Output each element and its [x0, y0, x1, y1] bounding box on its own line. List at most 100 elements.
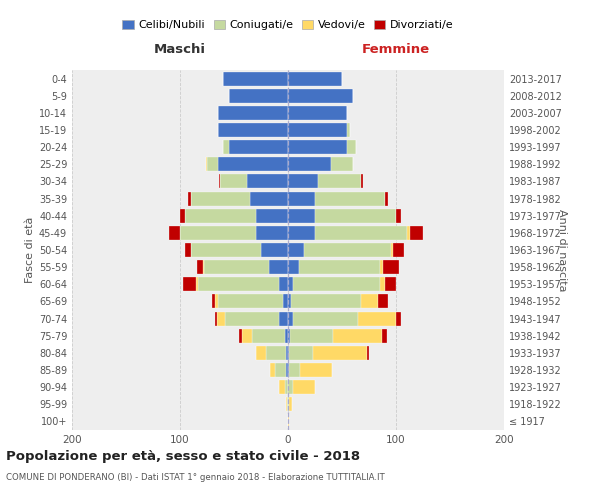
Bar — [288, 380, 293, 394]
Bar — [285, 328, 288, 342]
Bar — [288, 328, 290, 342]
Bar — [367, 346, 369, 360]
Bar — [261, 243, 288, 257]
Bar — [215, 312, 217, 326]
Text: Maschi: Maschi — [154, 44, 206, 57]
Bar — [217, 312, 226, 326]
Bar — [315, 226, 407, 240]
Bar — [288, 243, 304, 257]
Bar — [291, 294, 361, 308]
Bar — [218, 106, 288, 120]
Bar — [218, 123, 288, 137]
Bar — [191, 192, 250, 205]
Bar — [285, 380, 288, 394]
Bar — [290, 328, 334, 342]
Bar — [286, 346, 288, 360]
Bar — [169, 226, 180, 240]
Bar — [315, 192, 385, 205]
Bar — [199, 278, 280, 291]
Bar — [220, 174, 247, 188]
Bar — [380, 278, 385, 291]
Bar — [256, 346, 266, 360]
Bar — [288, 158, 331, 172]
Bar — [300, 363, 332, 377]
Bar — [315, 208, 396, 222]
Bar — [207, 158, 218, 172]
Bar — [185, 243, 191, 257]
Bar — [218, 158, 288, 172]
Text: Femmine: Femmine — [362, 44, 430, 57]
Bar — [288, 398, 289, 411]
Bar — [288, 192, 315, 205]
Y-axis label: Anni di nascita: Anni di nascita — [557, 209, 567, 291]
Bar — [196, 278, 199, 291]
Bar — [242, 328, 253, 342]
Bar — [250, 192, 288, 205]
Bar — [383, 260, 399, 274]
Bar — [204, 260, 269, 274]
Bar — [288, 174, 318, 188]
Bar — [288, 208, 315, 222]
Bar — [223, 72, 288, 86]
Bar — [299, 260, 380, 274]
Bar — [203, 260, 204, 274]
Bar — [275, 363, 286, 377]
Bar — [331, 158, 353, 172]
Bar — [180, 208, 185, 222]
Bar — [239, 328, 242, 342]
Bar — [293, 312, 358, 326]
Y-axis label: Fasce di età: Fasce di età — [25, 217, 35, 283]
Bar — [304, 243, 391, 257]
Bar — [288, 414, 289, 428]
Bar — [396, 312, 401, 326]
Bar — [188, 192, 191, 205]
Bar — [361, 174, 362, 188]
Bar — [289, 346, 313, 360]
Bar — [280, 380, 285, 394]
Bar — [377, 294, 388, 308]
Bar — [288, 294, 291, 308]
Bar — [393, 243, 404, 257]
Bar — [286, 363, 288, 377]
Bar — [347, 140, 356, 154]
Bar — [288, 363, 289, 377]
Legend: Celibi/Nubili, Coniugati/e, Vedovi/e, Divorziati/e: Celibi/Nubili, Coniugati/e, Vedovi/e, Di… — [118, 16, 458, 34]
Bar — [191, 243, 261, 257]
Bar — [288, 260, 299, 274]
Bar — [212, 294, 215, 308]
Text: Popolazione per età, sesso e stato civile - 2018: Popolazione per età, sesso e stato civil… — [6, 450, 360, 463]
Bar — [385, 192, 388, 205]
Bar — [382, 328, 388, 342]
Bar — [223, 140, 229, 154]
Bar — [288, 72, 342, 86]
Bar — [318, 174, 361, 188]
Bar — [229, 140, 288, 154]
Bar — [391, 243, 393, 257]
Bar — [218, 294, 283, 308]
Bar — [288, 106, 347, 120]
Bar — [197, 260, 203, 274]
Bar — [289, 398, 292, 411]
Bar — [313, 346, 367, 360]
Bar — [286, 398, 287, 411]
Bar — [407, 226, 410, 240]
Bar — [288, 123, 347, 137]
Bar — [280, 278, 288, 291]
Bar — [288, 88, 353, 102]
Bar — [253, 328, 285, 342]
Bar — [347, 123, 350, 137]
Bar — [283, 294, 288, 308]
Bar — [361, 294, 377, 308]
Bar — [288, 226, 315, 240]
Bar — [288, 346, 289, 360]
Bar — [410, 226, 423, 240]
Bar — [293, 380, 315, 394]
Bar — [293, 278, 380, 291]
Bar — [215, 294, 218, 308]
Bar — [380, 260, 383, 274]
Bar — [206, 158, 207, 172]
Bar — [185, 208, 256, 222]
Bar — [280, 312, 288, 326]
Bar — [334, 328, 382, 342]
Bar — [183, 278, 196, 291]
